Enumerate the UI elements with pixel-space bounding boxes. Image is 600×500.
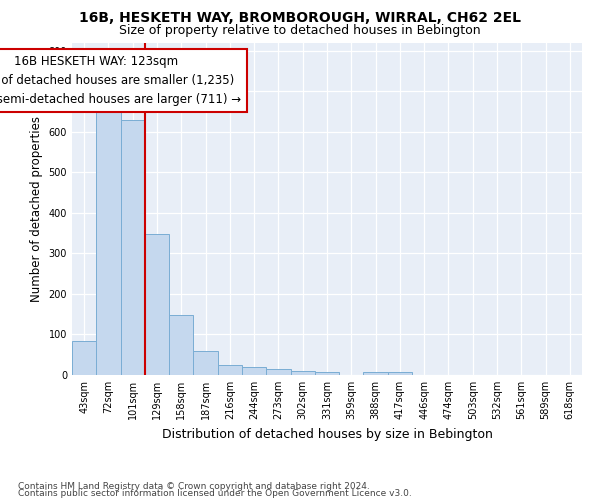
Bar [290,371,315,375]
Bar [388,372,412,375]
Bar [169,315,193,375]
Bar [96,108,121,375]
Bar [364,372,388,375]
Bar [121,120,145,375]
Text: Contains public sector information licensed under the Open Government Licence v3: Contains public sector information licen… [18,490,412,498]
Text: 16B, HESKETH WAY, BROMBOROUGH, WIRRAL, CH62 2EL: 16B, HESKETH WAY, BROMBOROUGH, WIRRAL, C… [79,11,521,25]
Bar [72,342,96,375]
Bar [193,352,218,375]
X-axis label: Distribution of detached houses by size in Bebington: Distribution of detached houses by size … [161,428,493,440]
Text: 16B HESKETH WAY: 123sqm
← 63% of detached houses are smaller (1,235)
36% of semi: 16B HESKETH WAY: 123sqm ← 63% of detache… [0,54,241,106]
Bar [218,365,242,375]
Y-axis label: Number of detached properties: Number of detached properties [30,116,43,302]
Bar [266,369,290,375]
Bar [315,372,339,375]
Text: Size of property relative to detached houses in Bebington: Size of property relative to detached ho… [119,24,481,37]
Bar [145,234,169,375]
Text: Contains HM Land Registry data © Crown copyright and database right 2024.: Contains HM Land Registry data © Crown c… [18,482,370,491]
Bar [242,367,266,375]
